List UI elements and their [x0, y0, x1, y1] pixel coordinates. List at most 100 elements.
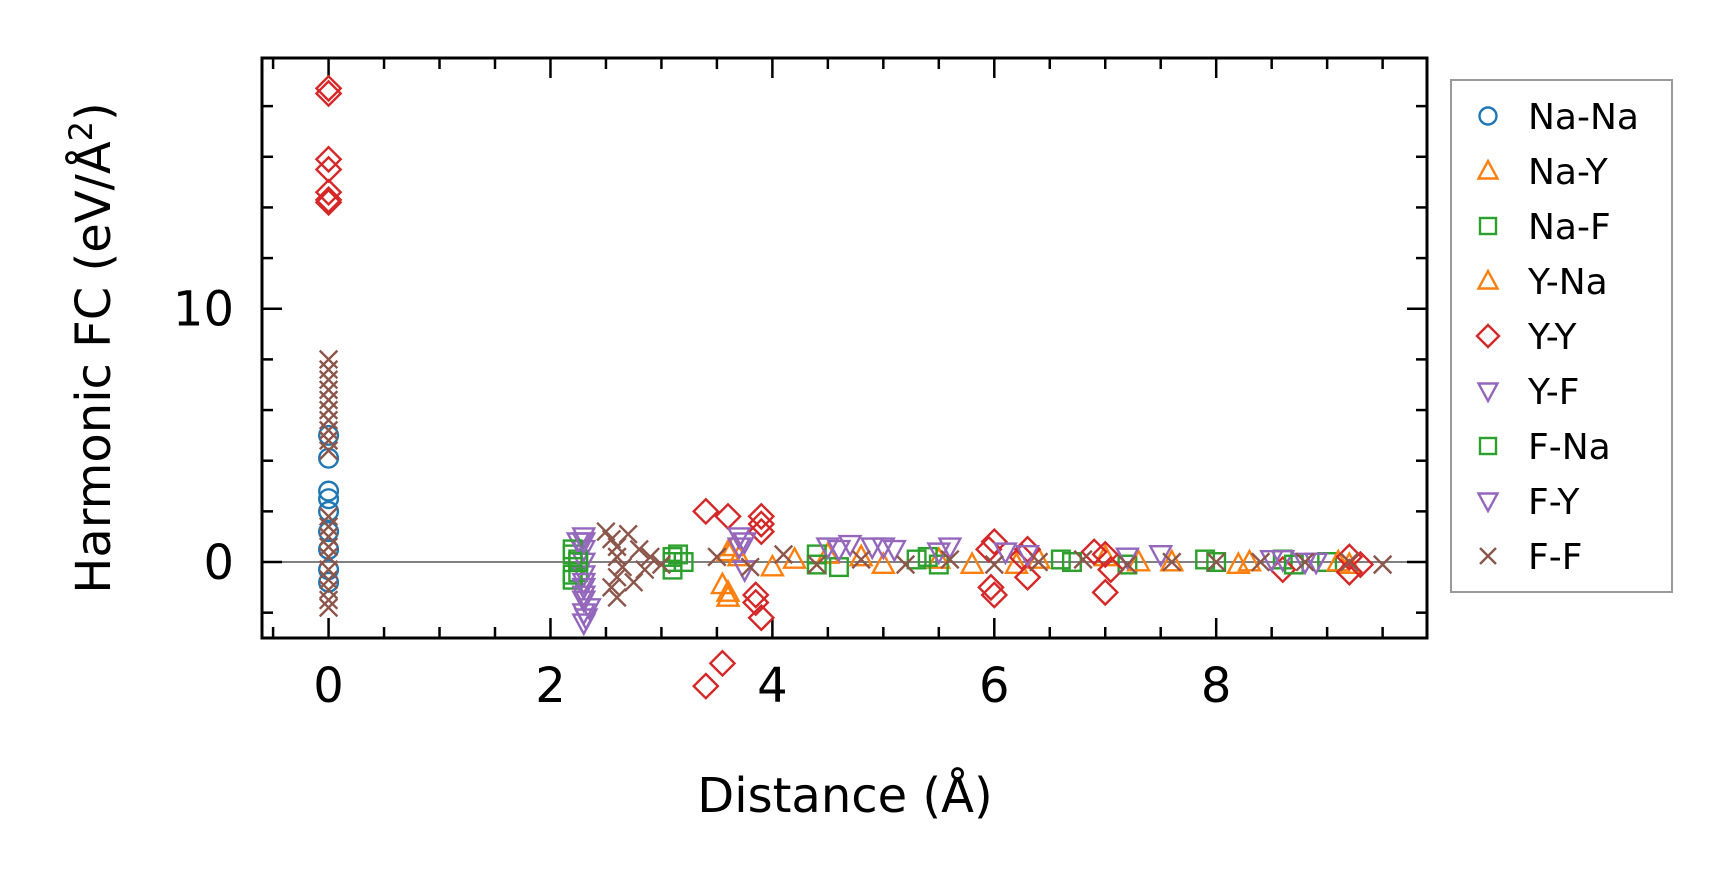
point-na-na — [318, 488, 340, 510]
point-na-na — [318, 500, 340, 522]
point-na-na — [318, 447, 340, 469]
legend-marker-f-y — [1476, 492, 1500, 514]
point-f-f — [318, 370, 339, 390]
legend-label-y-f: Y-F — [1527, 372, 1579, 413]
point-na-f — [1050, 549, 1071, 570]
point-y-y — [741, 581, 770, 609]
point-f-f — [984, 554, 1004, 575]
point-f-f — [612, 557, 633, 577]
x-tick-label: 2 — [535, 658, 566, 714]
point-f-f — [1117, 554, 1138, 575]
legend-label-na-f: Na-F — [1528, 207, 1611, 248]
point-na-y — [1004, 551, 1029, 575]
point-f-y — [732, 532, 758, 556]
point-y-y — [314, 155, 343, 184]
point-y-na — [1126, 548, 1151, 572]
x-tick-label: 8 — [1201, 658, 1232, 714]
point-y-na — [1225, 551, 1251, 575]
point-na-na — [318, 571, 340, 593]
point-y-y — [1013, 563, 1042, 592]
point-y-y — [314, 178, 343, 207]
point-f-f — [618, 524, 638, 544]
point-y-f — [571, 577, 597, 601]
point-f-f — [1029, 552, 1049, 572]
point-y-y — [980, 527, 1009, 556]
point-f-f — [651, 554, 672, 575]
legend-marker-y-f — [1476, 382, 1500, 404]
point-na-y — [1159, 548, 1185, 572]
point-f-f — [640, 547, 660, 567]
point-f-f — [1372, 554, 1393, 575]
point-na-na — [318, 538, 340, 560]
point-y-y — [1080, 538, 1108, 566]
point-na-y — [815, 540, 841, 564]
point-y-y — [977, 573, 1005, 602]
point-na-na — [318, 424, 340, 446]
data-points — [314, 74, 1393, 700]
y-axis-label-superscript: 2 — [62, 121, 100, 141]
point-f-f — [607, 547, 627, 567]
point-f-f — [318, 597, 339, 618]
point-f-f — [601, 577, 622, 597]
legend-marker-f-f — [1479, 547, 1497, 565]
point-y-f — [571, 565, 597, 589]
point-na-f — [928, 554, 949, 575]
legend: Na-Na Na-Y Na-F Y-Na Y-Y Y-F F-Na F-Y F-F — [1450, 79, 1673, 593]
legend-marker-y-na — [1476, 268, 1500, 290]
point-y-y — [692, 497, 720, 526]
y-axis-label-main: Harmonic FC (eV/Å — [65, 141, 122, 594]
point-y-na — [782, 545, 808, 569]
point-f-f — [807, 554, 827, 575]
point-na-f — [673, 552, 694, 573]
point-y-y — [747, 603, 776, 632]
point-y-y — [741, 588, 770, 617]
point-y-y — [314, 79, 343, 108]
legend-marker-na-y — [1476, 158, 1500, 180]
point-na-y — [1237, 548, 1262, 572]
point-f-y — [571, 532, 597, 556]
point-f-y — [1292, 552, 1318, 576]
point-f-y — [826, 539, 852, 563]
point-na-y — [759, 553, 785, 577]
x-axis-label: Distance (Å) — [697, 767, 992, 824]
y-axis-label-close: ) — [66, 102, 122, 121]
point-f-f — [1250, 552, 1271, 572]
legend-marker-na-f — [1478, 216, 1498, 236]
point-f-f — [635, 559, 655, 580]
point-f-na — [668, 544, 689, 565]
point-y-y — [747, 517, 776, 546]
point-f-f — [318, 380, 339, 400]
point-f-f — [318, 527, 339, 547]
point-f-f — [629, 539, 649, 560]
point-y-y — [692, 672, 720, 700]
x-tick-label: 4 — [757, 658, 788, 714]
point-f-f — [318, 349, 339, 370]
legend-label-f-y: F-Y — [1528, 482, 1580, 523]
point-na-f — [1206, 552, 1227, 573]
point-y-y — [1091, 540, 1120, 569]
point-y-y — [314, 188, 343, 217]
point-f-f — [740, 557, 760, 577]
legend-label-f-f: F-F — [1528, 537, 1582, 578]
legend-marker-f-na — [1478, 436, 1498, 456]
y-axis-label: Harmonic FC (eV/Å2) — [62, 102, 122, 594]
point-f-y — [573, 608, 599, 632]
point-y-f — [571, 527, 597, 551]
point-f-y — [571, 585, 597, 609]
point-f-na — [806, 554, 827, 575]
point-y-f — [881, 539, 907, 563]
point-f-y — [870, 537, 896, 561]
point-y-y — [314, 145, 343, 174]
point-y-y — [1091, 578, 1120, 607]
point-f-f — [1295, 552, 1315, 572]
point-y-y — [314, 74, 343, 103]
point-y-y — [708, 649, 737, 678]
point-y-y — [1096, 555, 1125, 584]
legend-label-na-y: Na-Y — [1528, 152, 1609, 193]
point-f-f — [895, 554, 916, 575]
point-f-f — [318, 390, 339, 410]
point-f-f — [1206, 552, 1226, 572]
point-na-y — [715, 578, 741, 602]
point-f-f — [318, 359, 339, 380]
point-y-y — [314, 186, 343, 214]
